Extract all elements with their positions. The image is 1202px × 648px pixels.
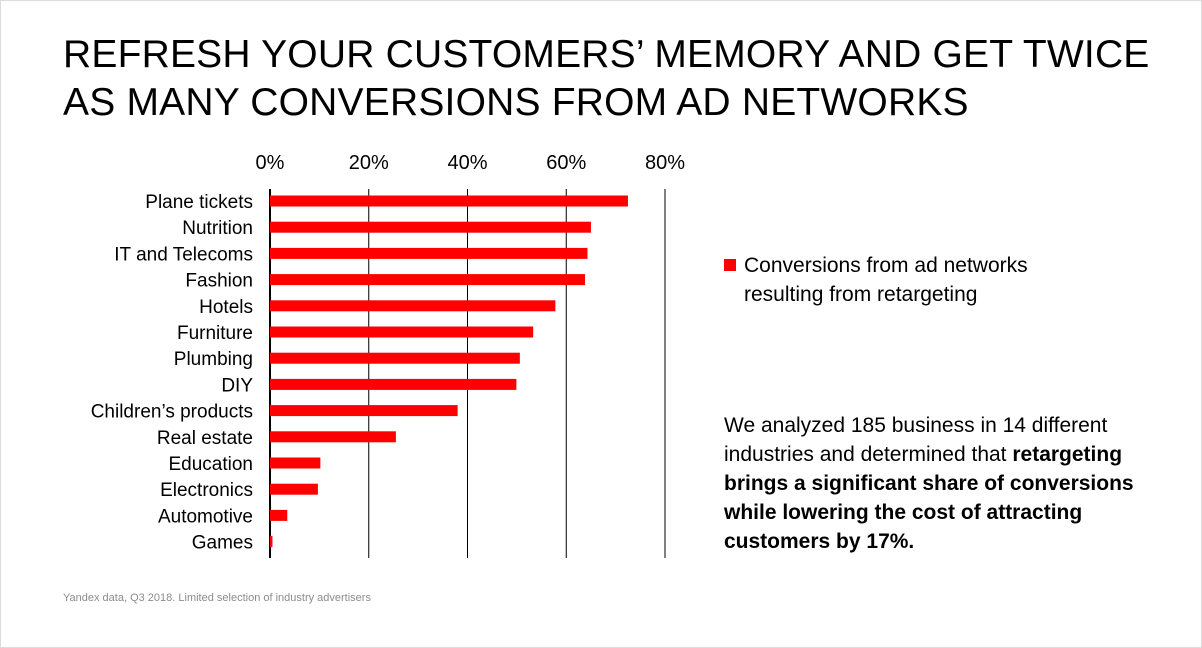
category-label: IT and Telecoms	[114, 244, 253, 265]
bar	[270, 483, 318, 495]
bar	[270, 247, 588, 259]
category-label: Fashion	[185, 271, 253, 292]
note-text: We analyzed 185 business in 14 different…	[724, 414, 1108, 466]
x-tick-label-0: 0%	[256, 152, 285, 174]
category-label: Furniture	[177, 323, 253, 344]
source-note: Yandex data, Q3 2018. Limited selection …	[63, 592, 371, 604]
category-label: Games	[192, 533, 253, 554]
page-title: REFRESH YOUR CUSTOMERS’ MEMORY AND GET T…	[63, 31, 1183, 127]
bar	[270, 352, 520, 364]
bar	[270, 326, 534, 338]
note-bold-text: retargeting brings a significant share o…	[724, 443, 1134, 553]
bar	[270, 457, 321, 469]
bar	[270, 221, 591, 233]
bar	[270, 509, 288, 521]
bar	[270, 431, 396, 443]
bar	[270, 536, 273, 548]
category-label: Hotels	[199, 297, 253, 318]
legend-label: Conversions from ad networks resulting f…	[744, 254, 1028, 306]
category-label: Plane tickets	[145, 192, 253, 213]
bar	[270, 274, 586, 286]
category-label: DIY	[221, 375, 253, 396]
category-label: Automotive	[158, 506, 253, 527]
x-tick-label-20: 20%	[349, 152, 389, 174]
bar	[270, 405, 458, 417]
title-line-2: AS MANY CONVERSIONS FROM AD NETWORKS	[63, 81, 969, 124]
title-line-1: REFRESH YOUR CUSTOMERS’ MEMORY AND GET T…	[63, 33, 1150, 76]
legend-swatch	[724, 259, 736, 271]
analysis-note: We analyzed 185 business in 14 different…	[724, 411, 1154, 556]
x-tick-label-80: 80%	[645, 152, 685, 174]
category-label: Children’s products	[91, 402, 253, 423]
category-label: Plumbing	[174, 349, 253, 370]
bar	[270, 378, 517, 390]
category-label: Real estate	[157, 428, 253, 449]
category-label: Electronics	[160, 480, 253, 501]
x-tick-label-40: 40%	[447, 152, 487, 174]
category-label: Education	[168, 454, 253, 475]
category-label: Nutrition	[182, 218, 253, 239]
bar	[270, 195, 628, 207]
x-tick-label-60: 60%	[546, 152, 586, 174]
bar	[270, 300, 556, 312]
